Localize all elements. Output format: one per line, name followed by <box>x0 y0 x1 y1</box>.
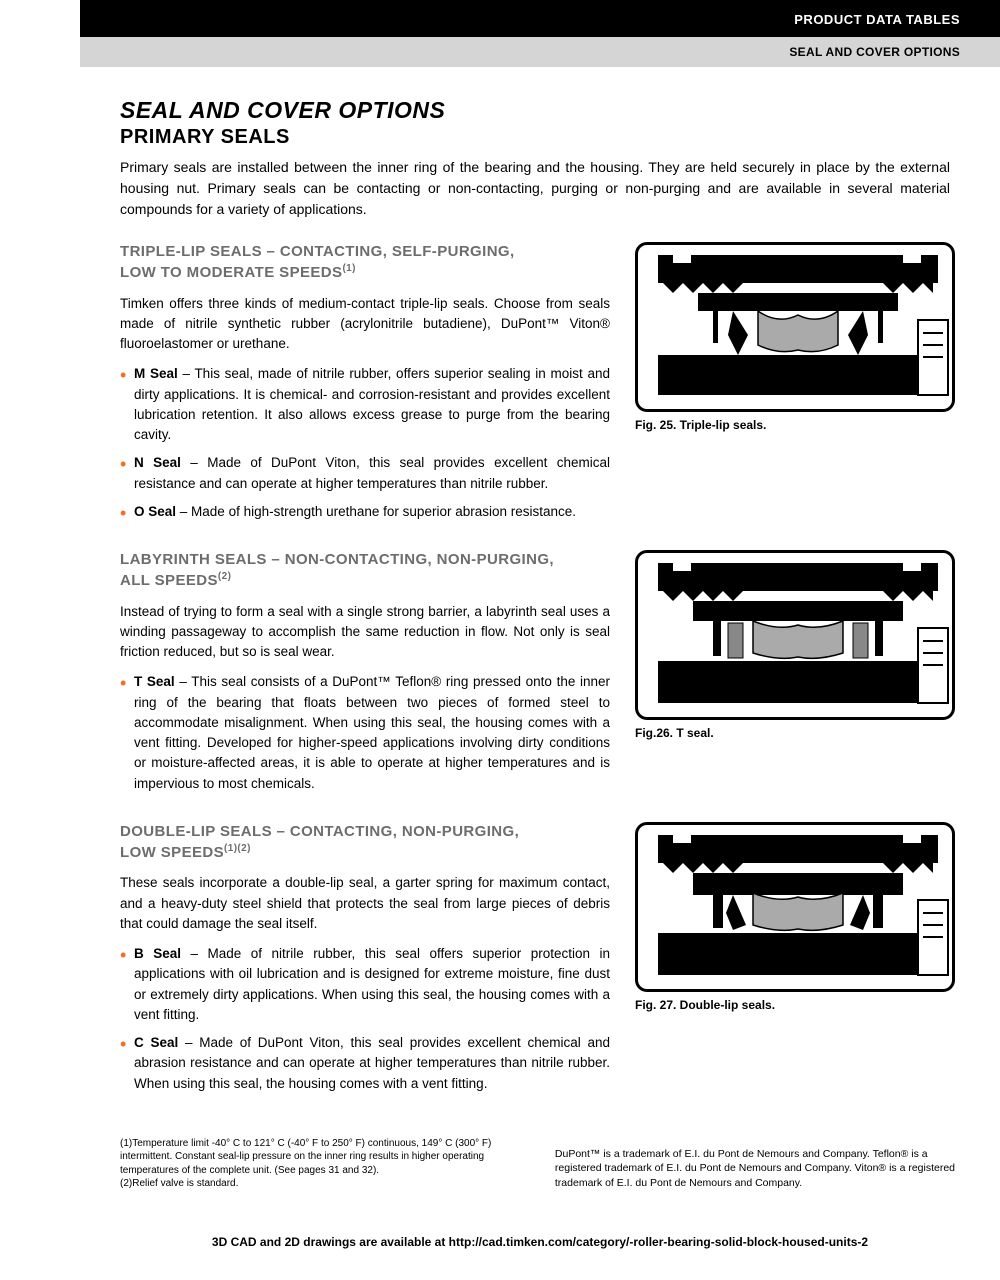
double-heading-sup: (1)(2) <box>224 843 251 854</box>
sub-title: PRIMARY SEALS <box>120 126 960 149</box>
footnote-2: (2)Relief valve is standard. <box>120 1177 515 1191</box>
triple-item-o-txt: Made of high-strength urethane for super… <box>191 504 576 519</box>
figure-26-diagram <box>635 550 955 720</box>
labyrinth-heading-sup: (2) <box>218 571 231 582</box>
double-heading: DOUBLE-LIP SEALS – CONTACTING, NON-PURGI… <box>120 822 610 864</box>
footnotes: (1)Temperature limit -40° C to 121° C (-… <box>120 1137 515 1191</box>
labyrinth-item-t: T Seal – This seal consists of a DuPont™… <box>134 672 610 794</box>
labyrinth-heading-line1: LABYRINTH SEALS – NON-CONTACTING, NON-PU… <box>120 551 554 568</box>
section-triple-lip: TRIPLE-LIP SEALS – CONTACTING, SELF-PURG… <box>120 242 960 530</box>
labyrinth-heading: LABYRINTH SEALS – NON-CONTACTING, NON-PU… <box>120 550 610 592</box>
triple-item-n: N Seal – Made of DuPont Viton, this seal… <box>134 453 610 494</box>
footnote-1: (1)Temperature limit -40° C to 121° C (-… <box>120 1137 515 1178</box>
footer: 3D CAD and 2D drawings are available at … <box>0 1229 1000 1269</box>
triple-item-n-txt: Made of DuPont Viton, this seal provides… <box>134 455 610 490</box>
figure-27-caption: Fig. 27. Double-lip seals. <box>635 998 955 1012</box>
figure-25-caption: Fig. 25. Triple-lip seals. <box>635 418 955 432</box>
footer-text: 3D CAD and 2D drawings are available at … <box>212 1235 868 1249</box>
triple-heading: TRIPLE-LIP SEALS – CONTACTING, SELF-PURG… <box>120 242 610 284</box>
double-item-b-txt: Made of nitrile rubber, this seal offers… <box>134 946 610 1022</box>
header-black-bar: PRODUCT DATA TABLES <box>80 0 1000 37</box>
triple-heading-sup: (1) <box>342 263 355 274</box>
labyrinth-body: Instead of trying to form a seal with a … <box>120 602 610 663</box>
page-content: SEAL AND COVER OPTIONS PRIMARY SEALS Pri… <box>0 67 1000 1211</box>
labyrinth-heading-line2: ALL SPEEDS <box>120 572 218 589</box>
double-body: These seals incorporate a double-lip sea… <box>120 873 610 934</box>
header-gray-bar: SEAL AND COVER OPTIONS <box>80 37 1000 67</box>
double-heading-line2: LOW SPEEDS <box>120 844 224 861</box>
figure-25-diagram <box>635 242 955 412</box>
triple-heading-line1: TRIPLE-LIP SEALS – CONTACTING, SELF-PURG… <box>120 243 515 260</box>
triple-item-o: O Seal – Made of high-strength urethane … <box>134 502 610 522</box>
triple-heading-line2: LOW TO MODERATE SPEEDS <box>120 264 342 281</box>
main-title: SEAL AND COVER OPTIONS <box>120 97 960 124</box>
bottom-row: (1)Temperature limit -40° C to 121° C (-… <box>120 1122 960 1191</box>
double-item-c: C Seal – Made of DuPont Viton, this seal… <box>134 1033 610 1094</box>
figure-27-diagram <box>635 822 955 992</box>
double-item-c-txt: Made of DuPont Viton, this seal provides… <box>134 1035 610 1091</box>
double-item-b: B Seal – Made of nitrile rubber, this se… <box>134 944 610 1025</box>
intro-paragraph: Primary seals are installed between the … <box>120 157 950 220</box>
triple-item-m: M Seal – This seal, made of nitrile rubb… <box>134 364 610 445</box>
double-heading-line1: DOUBLE-LIP SEALS – CONTACTING, NON-PURGI… <box>120 823 519 840</box>
labyrinth-item-t-txt: This seal consists of a DuPont™ Teflon® … <box>134 674 610 790</box>
triple-body: Timken offers three kinds of medium-cont… <box>120 294 610 355</box>
trademark-note: DuPont™ is a trademark of E.I. du Pont d… <box>555 1147 960 1191</box>
triple-item-m-txt: This seal, made of nitrile rubber, offer… <box>134 366 610 442</box>
section-labyrinth: LABYRINTH SEALS – NON-CONTACTING, NON-PU… <box>120 550 960 802</box>
section-double-lip: DOUBLE-LIP SEALS – CONTACTING, NON-PURGI… <box>120 822 960 1102</box>
figure-26-caption: Fig.26. T seal. <box>635 726 955 740</box>
